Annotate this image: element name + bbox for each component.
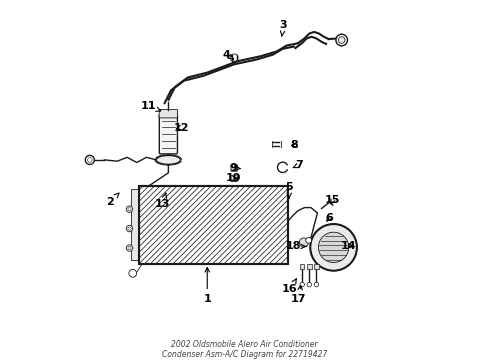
Text: 10: 10 — [225, 174, 241, 183]
Text: 9: 9 — [229, 163, 240, 173]
FancyBboxPatch shape — [230, 175, 237, 181]
Circle shape — [299, 238, 308, 247]
Ellipse shape — [156, 156, 180, 165]
Text: 3: 3 — [279, 21, 286, 36]
Circle shape — [85, 156, 94, 165]
FancyBboxPatch shape — [159, 109, 177, 118]
FancyBboxPatch shape — [159, 114, 177, 154]
Circle shape — [318, 232, 348, 262]
Text: 15: 15 — [324, 195, 340, 206]
Text: 4: 4 — [223, 50, 233, 60]
FancyBboxPatch shape — [230, 165, 237, 171]
Text: 17: 17 — [290, 285, 306, 304]
Text: 2: 2 — [106, 193, 119, 207]
Circle shape — [126, 206, 132, 212]
FancyBboxPatch shape — [313, 264, 318, 269]
Polygon shape — [139, 186, 287, 264]
Circle shape — [313, 282, 318, 287]
Polygon shape — [131, 189, 139, 260]
Text: 16: 16 — [282, 279, 297, 294]
Circle shape — [128, 269, 136, 277]
Text: 13: 13 — [155, 193, 170, 209]
Text: 12: 12 — [173, 122, 189, 132]
Text: 8: 8 — [290, 140, 298, 150]
Text: 11: 11 — [141, 102, 161, 112]
FancyBboxPatch shape — [306, 264, 311, 269]
Circle shape — [299, 282, 304, 287]
Text: 14: 14 — [340, 241, 355, 251]
Circle shape — [126, 225, 132, 232]
Text: 2002 Oldsmobile Alero Air Conditioner
Condenser Asm-A/C Diagram for 22719427: 2002 Oldsmobile Alero Air Conditioner Co… — [162, 340, 326, 359]
Text: 5: 5 — [285, 183, 292, 198]
FancyBboxPatch shape — [299, 264, 304, 269]
Circle shape — [309, 224, 356, 271]
Text: 18: 18 — [285, 242, 306, 251]
Circle shape — [335, 34, 347, 46]
Text: 1: 1 — [203, 267, 211, 304]
Text: 7: 7 — [292, 160, 303, 170]
Circle shape — [305, 238, 311, 243]
Text: 6: 6 — [324, 213, 332, 223]
Circle shape — [126, 245, 132, 251]
Circle shape — [306, 282, 311, 287]
